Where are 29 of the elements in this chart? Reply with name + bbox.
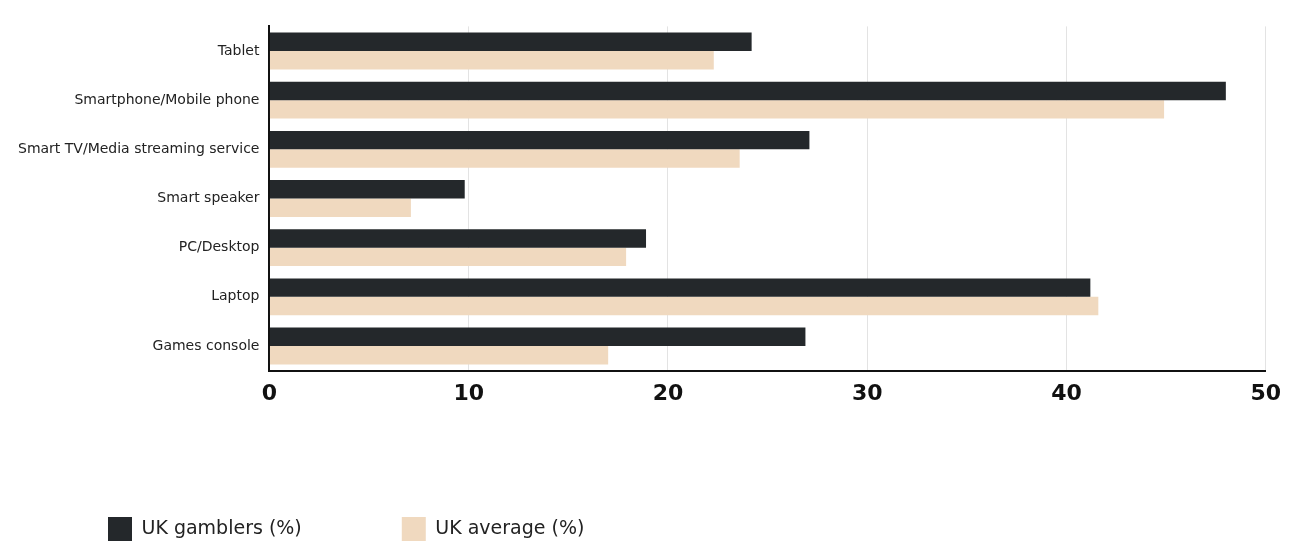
x-tick-label: 0 — [261, 379, 278, 405]
x-tick-label: 30 — [851, 379, 883, 405]
x-tick-label: 10 — [453, 379, 485, 405]
x-tick-label: 20 — [652, 379, 684, 405]
legend-label: UK gamblers (%) — [141, 515, 302, 538]
legend-label: UK average (%) — [435, 515, 585, 538]
bar — [269, 32, 752, 51]
y-tick-label: Smart TV/Media streaming service — [18, 139, 260, 156]
x-tick-label: 40 — [1051, 379, 1082, 405]
bar — [269, 100, 1165, 119]
bar — [269, 81, 1226, 101]
bar — [269, 296, 1099, 316]
bar — [269, 346, 609, 365]
y-tick-label: Tablet — [216, 41, 260, 58]
y-tick-label: Laptop — [211, 287, 260, 304]
y-tick-label: PC/Desktop — [178, 238, 260, 255]
bar — [269, 278, 1091, 297]
bar — [269, 149, 740, 168]
y-tick-label: Smart speaker — [157, 189, 260, 206]
bar — [269, 229, 647, 248]
bar — [269, 50, 714, 70]
bar — [269, 198, 411, 217]
y-tick-label: Smartphone/Mobile phone — [74, 90, 260, 107]
bar — [269, 130, 810, 150]
y-tick-label: Games console — [152, 336, 260, 353]
bar — [269, 247, 627, 267]
bar — [269, 180, 465, 199]
x-tick-label: 50 — [1250, 379, 1281, 405]
bar — [269, 327, 806, 347]
